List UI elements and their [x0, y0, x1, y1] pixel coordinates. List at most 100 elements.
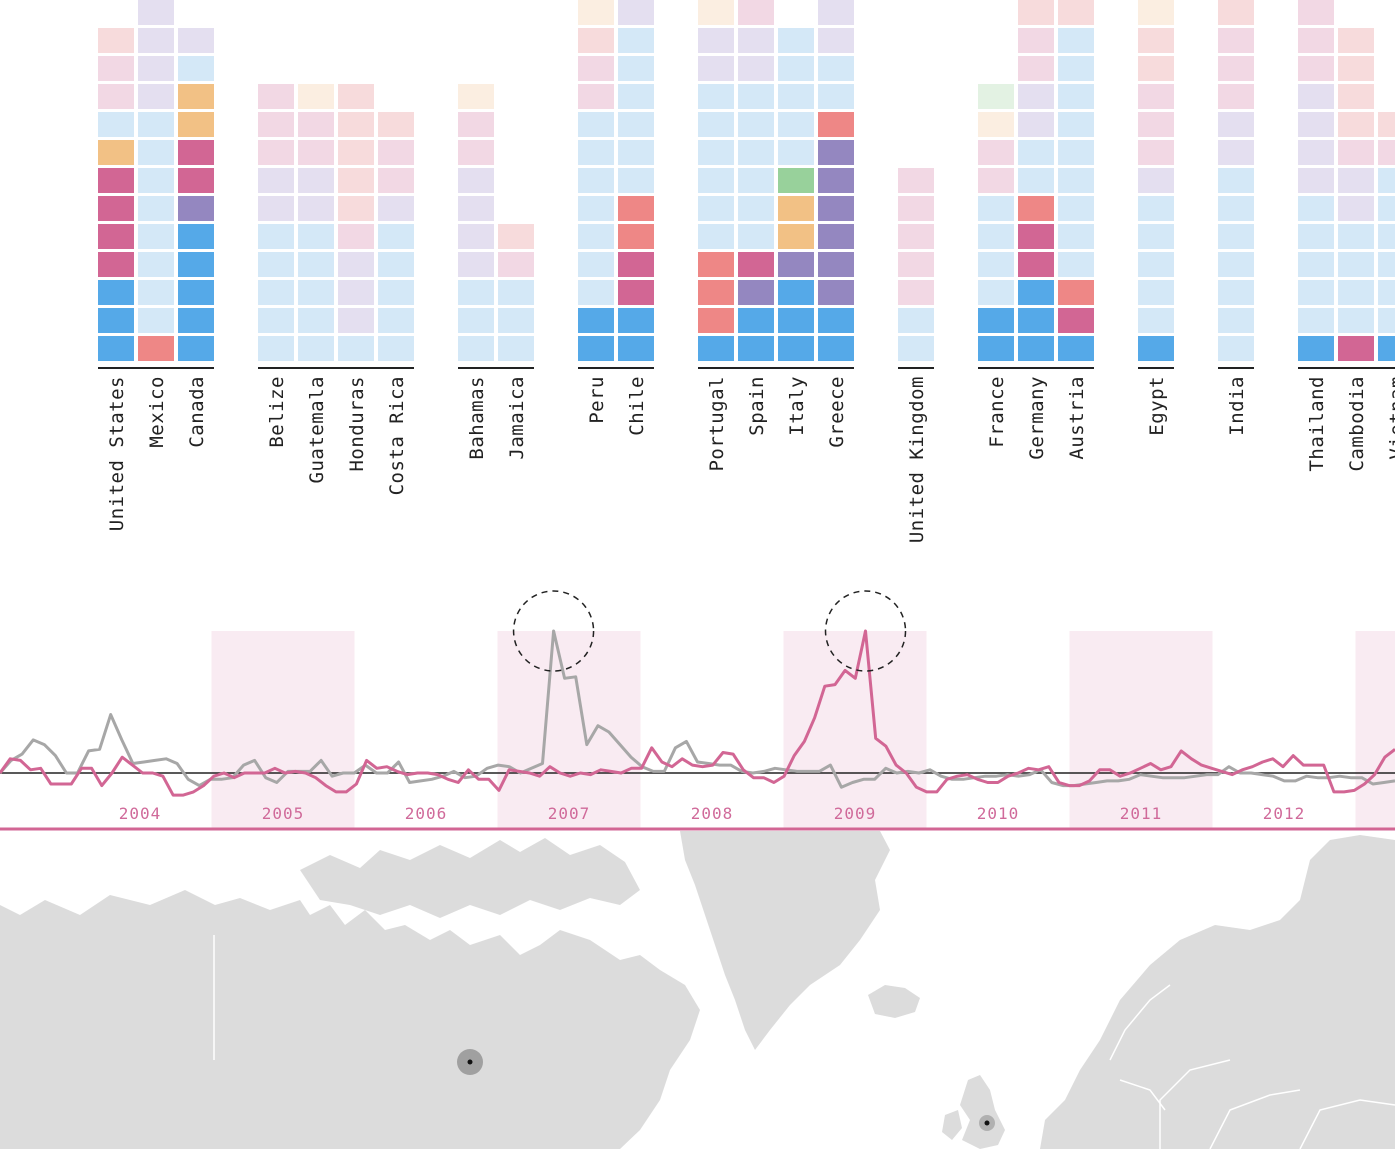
bar-united-kingdom[interactable] [898, 168, 934, 361]
bar-germany[interactable] [1018, 0, 1054, 361]
bar-segment [978, 84, 1014, 109]
bar-segment [818, 308, 854, 333]
bar-segment [978, 196, 1014, 221]
bar-segment [978, 224, 1014, 249]
bar-segment [738, 140, 774, 165]
bar-segment [138, 308, 174, 333]
bar-segment [98, 252, 134, 277]
bar-spain[interactable] [738, 0, 774, 361]
bar-vietnam[interactable] [1378, 112, 1395, 361]
bar-segment [338, 252, 374, 277]
bar-greece[interactable] [818, 0, 854, 361]
bar-segment [618, 336, 654, 361]
bar-segment [698, 308, 734, 333]
bar-segment [1298, 168, 1334, 193]
bar-segment [378, 168, 414, 193]
bar-segment [698, 168, 734, 193]
bar-segment [1298, 196, 1334, 221]
bar-segment [1018, 308, 1054, 333]
bar-segment [1378, 252, 1395, 277]
bar-peru[interactable] [578, 0, 614, 361]
bar-segment [98, 28, 134, 53]
bar-segment [258, 280, 294, 305]
year-label-2009: 2009 [834, 804, 877, 823]
bar-costa-rica[interactable] [378, 112, 414, 361]
bar-segment [778, 224, 814, 249]
bar-canada[interactable] [178, 28, 214, 361]
bar-segment [458, 140, 494, 165]
bar-segment [1138, 56, 1174, 81]
map-marker-united-kingdom[interactable] [979, 1115, 995, 1131]
peak-highlight-pink[interactable] [824, 590, 907, 672]
bar-segment [498, 280, 534, 305]
bar-segment [1018, 252, 1054, 277]
landmass-ireland [942, 1110, 962, 1140]
bar-italy[interactable] [778, 28, 814, 361]
bar-segment [138, 168, 174, 193]
bar-segment [98, 84, 134, 109]
bar-segment [258, 196, 294, 221]
bar-segment [1018, 0, 1054, 25]
bar-segment [618, 224, 654, 249]
bar-segment [298, 112, 334, 137]
bar-segment [1298, 336, 1334, 361]
bar-segment [698, 0, 734, 25]
bar-segment [458, 336, 494, 361]
bar-segment [578, 168, 614, 193]
map-marker-north-america[interactable] [457, 1049, 483, 1075]
bar-segment [258, 168, 294, 193]
bar-segment [178, 308, 214, 333]
year-label-2006: 2006 [405, 804, 448, 823]
country-label: Greece [826, 376, 848, 448]
bar-segment [1298, 224, 1334, 249]
bar-egypt[interactable] [1138, 0, 1174, 361]
bar-belize[interactable] [258, 84, 294, 361]
bar-segment [98, 140, 134, 165]
country-label: Mexico [146, 376, 168, 448]
bar-segment [738, 84, 774, 109]
bar-mexico[interactable] [138, 0, 174, 361]
year-label-2005: 2005 [262, 804, 305, 823]
bar-segment [738, 224, 774, 249]
bar-cambodia[interactable] [1338, 28, 1374, 361]
bar-bahamas[interactable] [458, 84, 494, 361]
bar-segment [818, 140, 854, 165]
bar-segment [98, 336, 134, 361]
bar-segment [258, 112, 294, 137]
world-map[interactable] [0, 831, 1395, 1149]
bar-united-states[interactable] [98, 28, 134, 361]
bar-segment [618, 140, 654, 165]
landmass-europe [1040, 835, 1395, 1149]
bar-segment [1378, 224, 1395, 249]
bar-segment [138, 252, 174, 277]
bar-segment [138, 84, 174, 109]
bar-segment [778, 84, 814, 109]
bar-segment [578, 56, 614, 81]
bar-segment [138, 56, 174, 81]
bar-segment [458, 84, 494, 109]
year-label-2004: 2004 [119, 804, 162, 823]
bar-guatemala[interactable] [298, 84, 334, 361]
bar-segment [818, 168, 854, 193]
bar-segment [1018, 224, 1054, 249]
bar-jamaica[interactable] [498, 224, 534, 361]
bar-portugal[interactable] [698, 0, 734, 361]
bar-segment [1138, 336, 1174, 361]
bar-segment [378, 224, 414, 249]
bar-segment [1018, 84, 1054, 109]
bar-segment [618, 28, 654, 53]
bar-honduras[interactable] [338, 84, 374, 361]
bar-france[interactable] [978, 84, 1014, 361]
bar-segment [978, 280, 1014, 305]
peak-highlight-gray[interactable] [512, 590, 595, 672]
bar-india[interactable] [1218, 0, 1254, 361]
year-band-2007 [497, 631, 641, 829]
bar-austria[interactable] [1058, 0, 1094, 361]
bar-segment [1298, 280, 1334, 305]
bar-segment [1298, 28, 1334, 53]
bar-thailand[interactable] [1298, 0, 1334, 361]
bar-segment [1058, 252, 1094, 277]
bar-chile[interactable] [618, 0, 654, 361]
country-label: United States [106, 376, 128, 531]
bar-segment [98, 224, 134, 249]
